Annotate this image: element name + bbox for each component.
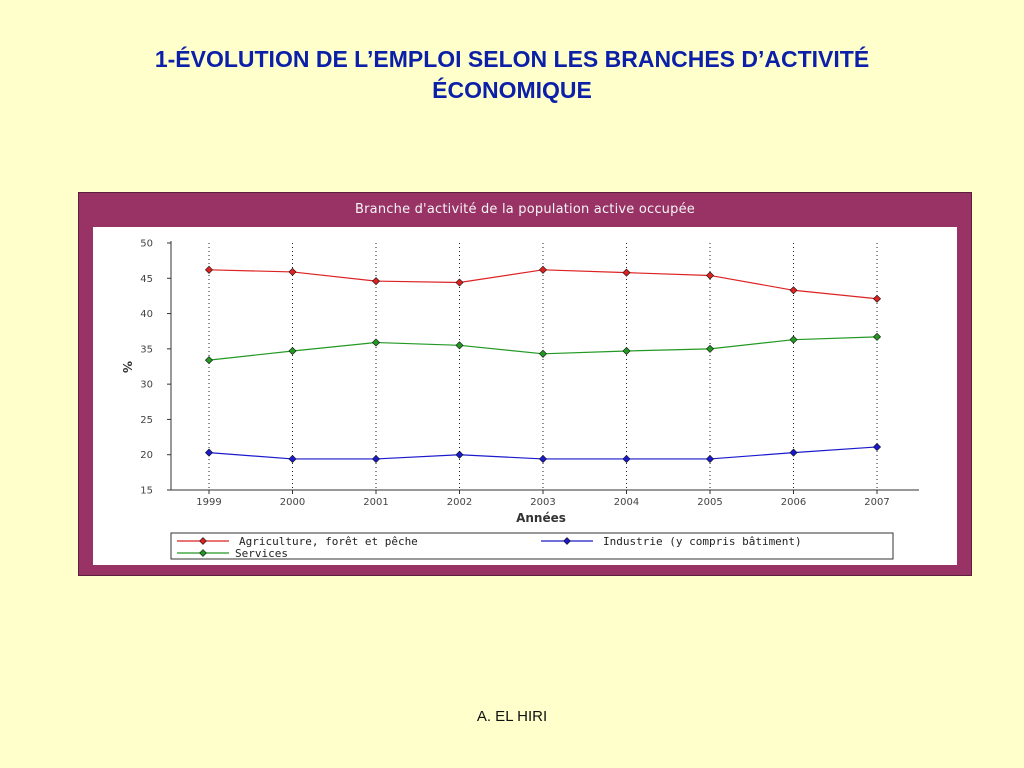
data-point-1-2001: [371, 454, 381, 463]
y-tick-label: 40: [140, 309, 153, 320]
y-tick-label: 25: [140, 415, 153, 426]
legend-label-1: Industrie (y compris bâtiment): [603, 535, 802, 548]
x-tick-label: 2001: [363, 497, 388, 508]
data-point-0-1999: [204, 265, 214, 274]
data-point-0-2004: [622, 268, 631, 277]
chart-axes: [167, 241, 919, 494]
legend-label-0: Agriculture, forêt et pêche: [239, 535, 418, 548]
x-tick-label: 2003: [530, 497, 555, 508]
x-axis-label: Années: [516, 511, 566, 525]
y-tick-label: 20: [140, 450, 153, 461]
slide-title-line-1: 1-ÉVOLUTION DE L’EMPLOI SELON LES BRANCH…: [154, 46, 870, 72]
legend-label-2: Services: [235, 547, 288, 560]
y-tick-label: 45: [140, 274, 153, 285]
data-point-0-2003: [538, 265, 548, 274]
y-tick-label: 50: [140, 239, 153, 250]
chart-panel: 15 20 25 30 35 40 45 50 1999 2000 2001 2002 2003 2004…: [93, 227, 957, 565]
data-point-1-2005: [705, 454, 715, 463]
x-tick-label: 2000: [280, 497, 305, 508]
chart-legend: Agriculture, forêt et pêche Industrie (y …: [170, 532, 894, 560]
x-tick-label: 2006: [781, 497, 806, 508]
slide-title-line-2: ÉCONOMIQUE: [432, 77, 592, 103]
data-point-0-2006: [789, 286, 798, 295]
x-tick-label: 1999: [196, 497, 221, 508]
grid-lines: [208, 243, 878, 490]
y-tick-label: 30: [140, 380, 153, 391]
data-point-1-2004: [622, 454, 631, 463]
y-tick-label: 15: [140, 486, 153, 497]
data-point-0-2002: [455, 278, 464, 287]
data-point-0-2007: [872, 294, 882, 303]
chart-title: Branche d'activité de la population acti…: [355, 202, 695, 217]
data-point-2-2006: [789, 335, 798, 344]
x-tick-label: 2007: [864, 497, 889, 508]
slide-title: 1-ÉVOLUTION DE L’EMPLOI SELON LES BRANCH…: [40, 44, 984, 106]
x-tick-label: 2005: [697, 497, 722, 508]
data-point-2-2003: [538, 349, 548, 358]
data-point-1-2003: [538, 454, 548, 463]
data-point-1-2000: [288, 454, 297, 463]
data-point-2-1999: [204, 356, 214, 365]
data-point-2-2000: [288, 346, 297, 355]
author-footer: A. EL HIRI: [476, 708, 548, 725]
data-point-0-2000: [288, 267, 297, 276]
chart-series: [204, 265, 882, 463]
data-point-2-2004: [622, 346, 631, 355]
data-point-1-2002: [455, 450, 464, 459]
series-line-0: [208, 269, 878, 300]
data-point-2-2005: [705, 344, 715, 353]
data-point-2-2007: [872, 332, 882, 341]
legend-marker-0: [199, 537, 207, 545]
data-point-0-2005: [705, 271, 715, 280]
line-chart: 15 20 25 30 35 40 45 50 1999 2000 2001 2002 2003 2004…: [120, 239, 919, 560]
y-tick-label: 35: [140, 344, 153, 355]
tick-labels: 15 20 25 30 35 40 45 50 1999 2000 2001 2002 2003 2004…: [140, 239, 889, 509]
chart-frame: Branche d'activité de la population acti…: [78, 192, 972, 576]
data-point-1-2006: [789, 448, 798, 457]
data-point-2-2001: [371, 338, 381, 347]
x-tick-label: 2002: [447, 497, 472, 508]
legend-marker-2: [199, 549, 207, 557]
y-axis-label: %: [120, 361, 134, 373]
x-tick-label: 2004: [614, 497, 639, 508]
data-point-1-1999: [204, 448, 214, 457]
legend-marker-1: [563, 537, 571, 545]
data-point-1-2007: [872, 442, 882, 451]
data-point-2-2002: [455, 341, 464, 350]
data-point-0-2001: [371, 277, 381, 286]
legend-box: [170, 532, 894, 560]
